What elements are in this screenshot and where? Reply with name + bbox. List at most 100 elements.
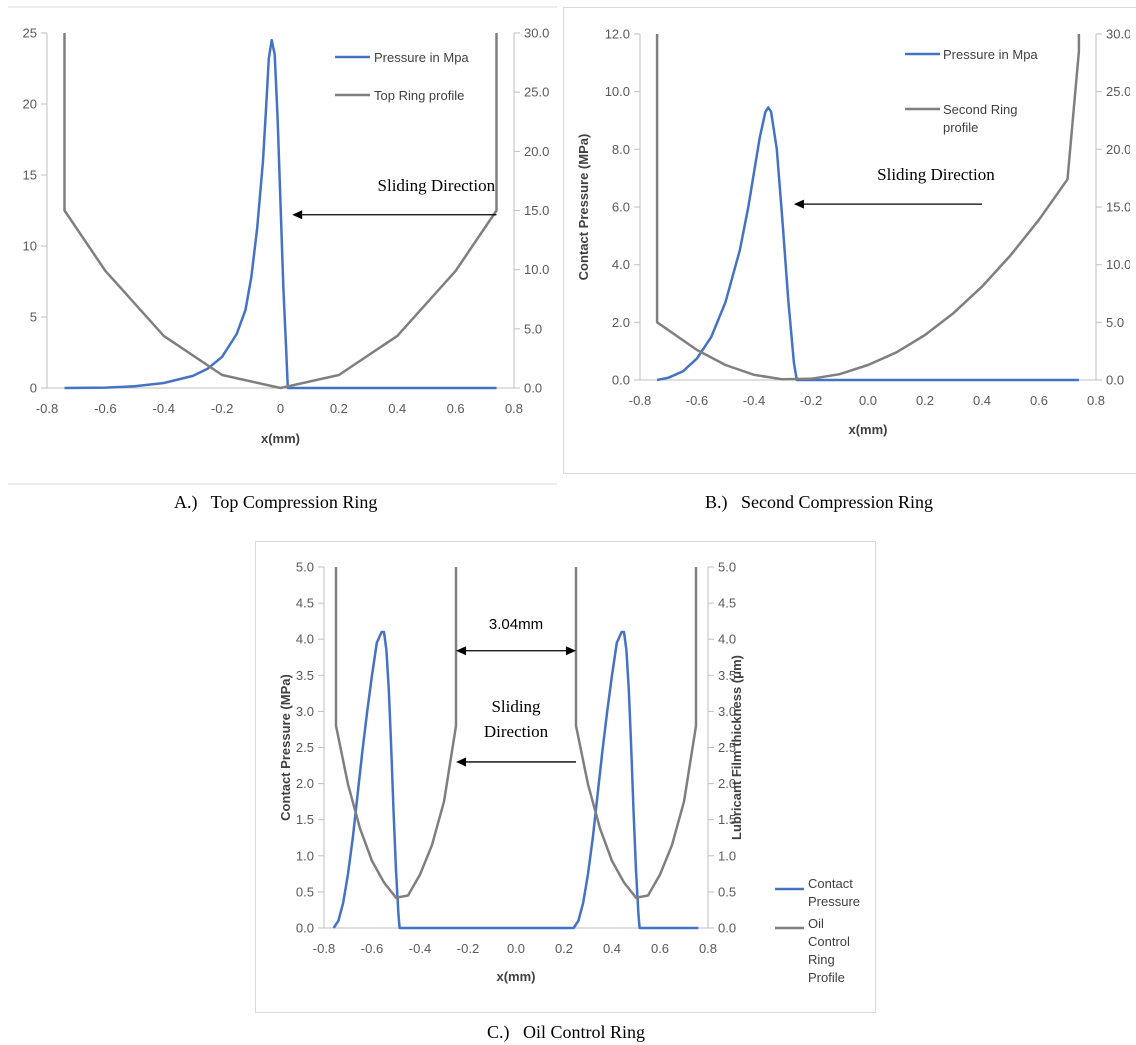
x-tick-label: 0.6 xyxy=(447,401,465,416)
y2-tick-label: 10.0 xyxy=(1106,257,1131,272)
y-tick-label: 2.0 xyxy=(296,776,314,791)
dimension-label: 3.04mm xyxy=(489,616,543,633)
annotation-arrow xyxy=(456,646,576,656)
x-axis-title: x(mm) xyxy=(261,431,300,446)
x-tick-label: -0.4 xyxy=(743,393,765,408)
y2-tick-label: 5.0 xyxy=(1106,315,1124,330)
legend-label: Contact Pressure xyxy=(808,876,860,909)
series-line-oil-control-ring-profile-2 xyxy=(574,567,698,899)
legend-label: Oil Control Ring Profile xyxy=(808,916,850,985)
y2-tick-label: 15.0 xyxy=(524,203,549,218)
x-tick-label: -0.4 xyxy=(409,941,431,956)
y2-tick-label: 5.0 xyxy=(524,321,542,336)
y2-tick-label: 3.5 xyxy=(718,668,736,683)
y-tick-label: 10.0 xyxy=(605,84,630,99)
y2-tick-label: 0.0 xyxy=(524,381,542,396)
arrow-head xyxy=(292,210,303,220)
y2-tick-label: 20.0 xyxy=(1106,142,1131,157)
y-tick-label: 0.0 xyxy=(612,373,630,388)
x-tick-label: 0.2 xyxy=(330,401,348,416)
x-tick-label: -0.8 xyxy=(629,393,651,408)
x-tick-label: 0.2 xyxy=(555,941,573,956)
y2-tick-label: 20.0 xyxy=(524,144,549,159)
x-tick-label: 0 xyxy=(277,401,284,416)
y-tick-label: 25 xyxy=(23,26,37,41)
caption-c: C.) Oil Control Ring xyxy=(487,1022,645,1043)
y2-tick-label: 30.0 xyxy=(524,26,549,41)
series-line-contact-pressure xyxy=(332,630,699,930)
y-tick-label: 3.5 xyxy=(296,668,314,683)
legend-label: Pressure in Mpa xyxy=(943,47,1038,62)
x-tick-label: 0.6 xyxy=(651,941,669,956)
arrow-head xyxy=(456,757,466,767)
y-axis-title: Contact Pressure (MPa) xyxy=(278,674,293,821)
legend-chart-b: Pressure in Mpa Second Ring profile xyxy=(905,47,1038,135)
legend-label-line-2: Control xyxy=(808,934,850,949)
series-line-pressure-in-mpa xyxy=(64,38,497,390)
y-tick-label: 3.0 xyxy=(296,704,314,719)
x-tick-label: -0.2 xyxy=(457,941,479,956)
y-tick-label: 4.0 xyxy=(296,632,314,647)
x-tick-label: -0.2 xyxy=(211,401,233,416)
legend-label-line-2: Pressure xyxy=(808,894,860,909)
legend-label-line-2: profile xyxy=(943,120,978,135)
caption-b: B.) Second Compression Ring xyxy=(705,492,933,513)
sliding-direction-label: Sliding Direction xyxy=(877,165,995,184)
annotation-arrow xyxy=(793,199,982,209)
x-tick-label: 0.8 xyxy=(1087,393,1105,408)
x-tick-label: 0.8 xyxy=(505,401,523,416)
y-tick-label: 2.0 xyxy=(612,315,630,330)
y2-tick-label: 15.0 xyxy=(1106,200,1131,215)
y2-tick-label: 2.5 xyxy=(718,740,736,755)
y2-tick-label: 25.0 xyxy=(524,85,549,100)
y-tick-label: 1.5 xyxy=(296,812,314,827)
y2-tick-label: 0.0 xyxy=(1106,373,1124,388)
y2-tick-label: 10.0 xyxy=(524,262,549,277)
y-tick-label: 5 xyxy=(30,310,37,325)
sliding-direction-label: Sliding xyxy=(491,697,541,716)
y2-tick-label: 1.0 xyxy=(718,848,736,863)
legend-label: Pressure in Mpa xyxy=(374,50,469,65)
caption-a: A.) Top Compression Ring xyxy=(174,492,377,513)
y-tick-label: 0.0 xyxy=(296,921,314,936)
y2-tick-label: 3.0 xyxy=(718,704,736,719)
series-line-second-ring-profile xyxy=(655,34,1081,381)
arrow-head xyxy=(456,646,466,656)
x-axis-title: x(mm) xyxy=(496,969,535,984)
y-tick-label: 4.0 xyxy=(612,257,630,272)
panel-c-border xyxy=(255,541,876,1013)
y-tick-label: 20 xyxy=(23,97,37,112)
y-tick-label: 6.0 xyxy=(612,200,630,215)
series-line-pressure-in-mpa xyxy=(656,106,1079,382)
y-tick-label: 5.0 xyxy=(296,560,314,575)
y-tick-label: 4.5 xyxy=(296,596,314,611)
y2-axis-title: Lubricant Film thickness (μm) xyxy=(729,655,744,840)
panel-b-border xyxy=(563,7,1136,474)
chart-top-compression-ring: -0.8 -0.6 -0.4 -0.2 0 0.2 0.4 0.6 0.8 0 5 10 15 20 25 0… xyxy=(23,26,550,447)
x-tick-label: 0.4 xyxy=(388,401,406,416)
y2-tick-label: 25.0 xyxy=(1106,84,1131,99)
annotation-arrow xyxy=(456,757,576,767)
sliding-direction-label: Direction xyxy=(484,722,549,741)
legend-chart-c: Contact Pressure Oil Control Ring Profile xyxy=(775,876,860,985)
sliding-direction-label: Sliding Direction xyxy=(378,176,496,195)
y2-tick-label: 0.0 xyxy=(718,921,736,936)
annotation-arrow xyxy=(292,210,497,220)
x-tick-label: 0.6 xyxy=(1030,393,1048,408)
y-tick-label: 10 xyxy=(23,239,37,254)
x-tick-label: -0.6 xyxy=(361,941,383,956)
x-tick-label: -0.2 xyxy=(800,393,822,408)
legend-label-line-1: Oil xyxy=(808,916,824,931)
legend-label-line-1: Contact xyxy=(808,876,853,891)
y2-tick-label: 4.0 xyxy=(718,632,736,647)
x-tick-label: 0.4 xyxy=(603,941,621,956)
y2-tick-label: 1.5 xyxy=(718,812,736,827)
y-tick-label: 0 xyxy=(30,381,37,396)
x-axis-title: x(mm) xyxy=(848,422,887,437)
y2-tick-label: 2.0 xyxy=(718,776,736,791)
x-tick-label: -0.8 xyxy=(36,401,58,416)
y-axis-title: Contact Pressure (MPa) xyxy=(576,134,591,281)
y-tick-label: 8.0 xyxy=(612,142,630,157)
series-line-top-ring-profile xyxy=(63,33,498,390)
